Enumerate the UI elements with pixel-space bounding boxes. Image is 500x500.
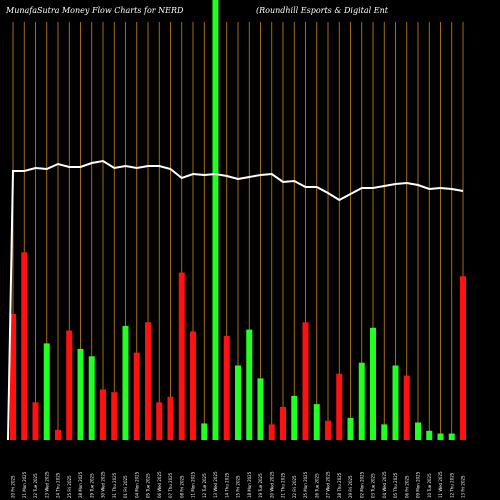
price-line [7,159,464,441]
x-tick-label: 30 Wed 2025 [101,471,106,498]
x-tick-label: 13 Wed 2025 [213,471,218,498]
x-tick-label: 08 Fri 2025 [179,475,184,498]
money-flow-bar [145,322,151,440]
money-flow-bar [156,402,163,440]
money-flow-bar [100,389,106,440]
x-tick-label: 07 Thu 2025 [168,472,173,498]
x-tick-label: 26 Tue 2025 [314,473,319,498]
x-tick-label: 06 Wed 2025 [157,471,162,498]
x-tick-label: 24 Thu 2025 [56,472,61,498]
x-tick-label: 04 Wed 2025 [382,471,387,498]
x-tick-label: 11 Wed 2025 [438,471,443,498]
x-tick-label: 22 Tue 2025 [33,473,38,498]
money-flow-bar [66,330,73,440]
x-tick-label: 12 Tue 2025 [202,473,207,498]
x-tick-label: 18 Mon 2025 [247,471,252,498]
money-flow-bar [347,417,354,440]
money-flow-bar [448,433,455,440]
money-flow-bar [21,252,28,440]
money-flow-bar [268,424,275,440]
x-tick-label: 01 Fri 2025 [123,475,128,498]
money-flow-bar [291,395,298,440]
money-flow-bar [246,329,253,440]
x-tick-label: 12 Thu 2025 [449,472,454,498]
x-tick-label: 20 Fri 2025 [11,475,16,498]
money-flow-bar [190,331,196,440]
x-tick-label: 14 Thu 2025 [224,472,229,498]
money-flow-bar [370,327,376,440]
money-flow-bar [133,352,140,440]
x-tick-label: 28 Thu 2025 [337,472,342,498]
money-flow-bar [178,272,185,440]
x-tick-label: 29 Fri 2025 [348,475,353,498]
x-tick-label: 19 Tue 2025 [258,473,263,498]
money-flow-bar [77,348,84,440]
x-tick-label: 23 Wed 2025 [44,471,49,498]
x-tick-label: 31 Thu 2025 [112,472,117,498]
x-tick-label: 09 Mon 2025 [416,471,421,498]
x-tick-label: 21 Thu 2025 [281,472,286,498]
money-flow-bar [392,365,399,440]
x-tick-label: 25 Mon 2025 [303,471,308,498]
money-flow-bar [10,313,16,440]
chart-title-left: MunafaSutra Money Flow Charts for NERD [5,6,184,15]
money-flow-bar [235,365,241,440]
money-flow-bar [43,343,50,440]
money-flow-bar [358,362,365,440]
x-tick-label: 13 Fri 2025 [461,475,466,498]
x-tick-label: 25 Fri 2025 [67,475,72,498]
x-tick-label: 06 Fri 2025 [404,475,409,498]
x-tick-label: 11 Mon 2025 [191,471,196,498]
x-tick-label: 05 Tue 2025 [146,473,151,498]
money-flow-bar [336,373,343,440]
money-flow-bar [122,325,129,440]
money-flow-bar [426,430,433,440]
money-flow-bar [302,322,309,440]
money-flow-bar [403,375,410,440]
chart-title-right: (Roundhill Esports & Digital Ent [256,6,389,15]
money-flow-bar [280,406,286,440]
x-tick-label: 21 Mon 2025 [22,471,27,498]
x-tick-label: 03 Tue 2025 [371,473,376,498]
x-tick-label: 20 Wed 2025 [269,471,274,498]
money-flow-bar [212,0,219,440]
money-flow-bar [55,429,61,440]
x-tick-label: 28 Mon 2025 [78,471,83,498]
money-flow-bar [437,433,444,440]
tick-labels: 20 Fri 2025 21 Mon 2025 22 Tue 2025 23 Wed … [11,471,466,498]
money-flow-bar [325,420,331,440]
x-tick-label: 27 Wed 2025 [326,471,331,498]
money-flow-bar [223,336,230,440]
money-flow-bar [111,392,118,440]
x-tick-label: 04 Mon 2025 [134,471,139,498]
money-flow-bar [167,396,174,440]
x-tick-label: 02 Mon 2025 [359,471,364,498]
x-tick-label: 29 Tue 2025 [89,473,94,498]
money-flow-bar [201,423,208,440]
line-layer [7,159,464,441]
x-tick-label: 10 Tue 2025 [427,473,432,498]
money-flow-bar [88,356,95,440]
x-tick-label: 22 Fri 2025 [292,475,297,498]
money-flow-bar [32,402,39,440]
money-flow-bar [257,378,264,440]
x-tick-label: 05 Thu 2025 [393,472,398,498]
bars-layer [10,0,466,440]
money-flow-bar [460,276,466,440]
x-tick-label: 15 Fri 2025 [236,475,241,498]
money-flow-bar [415,422,421,440]
money-flow-bar [381,424,388,440]
money-flow-bar [313,404,320,440]
